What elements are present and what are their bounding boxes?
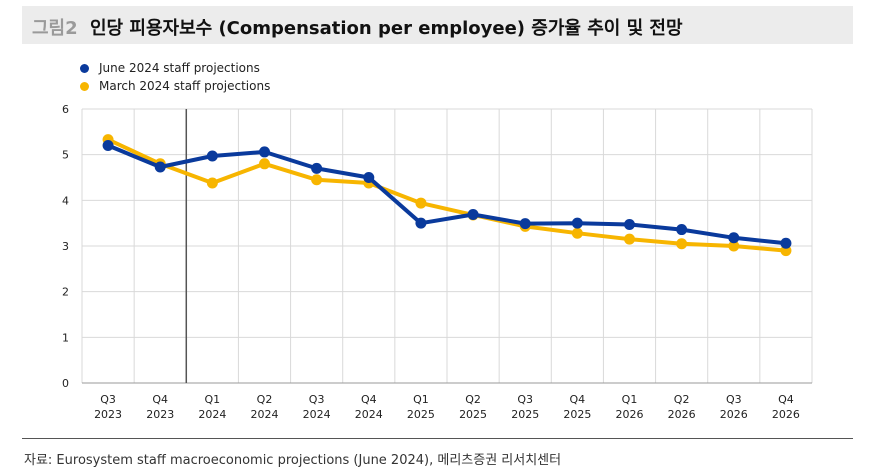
data-point-march [728, 240, 740, 252]
x-tick-label-quarter: Q4 [778, 393, 794, 406]
legend-label-march: March 2024 staff projections [99, 79, 271, 93]
x-tick-label-quarter: Q2 [257, 393, 273, 406]
x-tick-label-quarter: Q4 [570, 393, 586, 406]
x-tick-label-quarter: Q3 [517, 393, 533, 406]
data-point-june [467, 208, 479, 220]
x-tick-label-quarter: Q1 [413, 393, 429, 406]
data-point-june [154, 161, 166, 173]
data-point-june [519, 218, 531, 230]
data-point-march [571, 227, 583, 239]
legend-item-march: March 2024 staff projections [80, 77, 270, 95]
data-point-june [571, 217, 583, 229]
x-tick-label-quarter: Q1 [622, 393, 638, 406]
data-point-june [624, 219, 635, 231]
x-tick-label-quarter: Q1 [205, 393, 221, 406]
data-point-june [676, 224, 688, 236]
legend-marker-june [80, 63, 89, 73]
y-tick-label: 4 [62, 194, 69, 207]
figure-title: 인당 피용자보수 (Compensation per employee) 증가율… [90, 18, 683, 39]
x-tick-label-quarter: Q3 [726, 393, 742, 406]
x-tick-label-year: 2023 [146, 408, 174, 421]
source-note: 자료: Eurosystem staff macroeconomic proje… [24, 453, 562, 468]
data-point-march [206, 177, 218, 189]
data-point-june [311, 162, 323, 174]
y-tick-label: 0 [62, 377, 69, 390]
x-tick-label-quarter: Q2 [674, 393, 690, 406]
y-tick-label: 5 [62, 149, 69, 162]
series-line-march [106, 137, 788, 253]
x-tick-label-quarter: Q3 [309, 393, 325, 406]
series-line-june [106, 143, 788, 246]
data-point-march [676, 238, 688, 250]
y-tick-label: 6 [62, 103, 69, 116]
x-tick-label-year: 2025 [563, 408, 591, 421]
x-tick-label-quarter: Q4 [361, 393, 377, 406]
data-point-june [102, 140, 114, 152]
x-tick-label-year: 2026 [720, 408, 748, 421]
data-point-march [259, 158, 270, 170]
y-tick-label: 2 [62, 286, 69, 299]
x-tick-label-year: 2024 [251, 408, 279, 421]
y-tick-label: 3 [62, 240, 69, 253]
x-tick-label-year: 2025 [511, 408, 539, 421]
data-point-june [206, 150, 218, 162]
data-point-june [415, 217, 427, 229]
x-tick-label-year: 2024 [303, 408, 331, 421]
x-tick-label-year: 2026 [668, 408, 696, 421]
x-tick-label-year: 2023 [94, 408, 122, 421]
x-tick-label-year: 2024 [355, 408, 383, 421]
x-tick-label-quarter: Q4 [152, 393, 168, 406]
data-point-march [415, 197, 427, 209]
x-tick-label-quarter: Q2 [465, 393, 481, 406]
figure-tag: 그림2 [32, 18, 78, 39]
data-point-june [363, 172, 375, 183]
legend-marker-march [80, 81, 89, 91]
x-tick-label-year: 2024 [198, 408, 226, 421]
source-divider [22, 438, 853, 439]
legend-item-june: June 2024 staff projections [80, 59, 270, 77]
legend-label-june: June 2024 staff projections [99, 61, 260, 75]
x-tick-label-year: 2026 [772, 408, 800, 421]
data-point-march [624, 233, 635, 245]
x-tick-label-year: 2026 [616, 408, 644, 421]
x-tick-label-year: 2025 [459, 408, 487, 421]
y-tick-label: 1 [62, 331, 69, 344]
data-point-june [728, 232, 740, 244]
x-tick-label-quarter: Q3 [100, 393, 116, 406]
data-point-june [259, 146, 270, 158]
figure-header: 그림2 인당 피용자보수 (Compensation per employee)… [22, 6, 853, 44]
data-point-march [311, 174, 323, 186]
x-tick-label-year: 2025 [407, 408, 435, 421]
chart-legend: June 2024 staff projections March 2024 s… [80, 59, 270, 95]
data-point-june [780, 237, 792, 249]
